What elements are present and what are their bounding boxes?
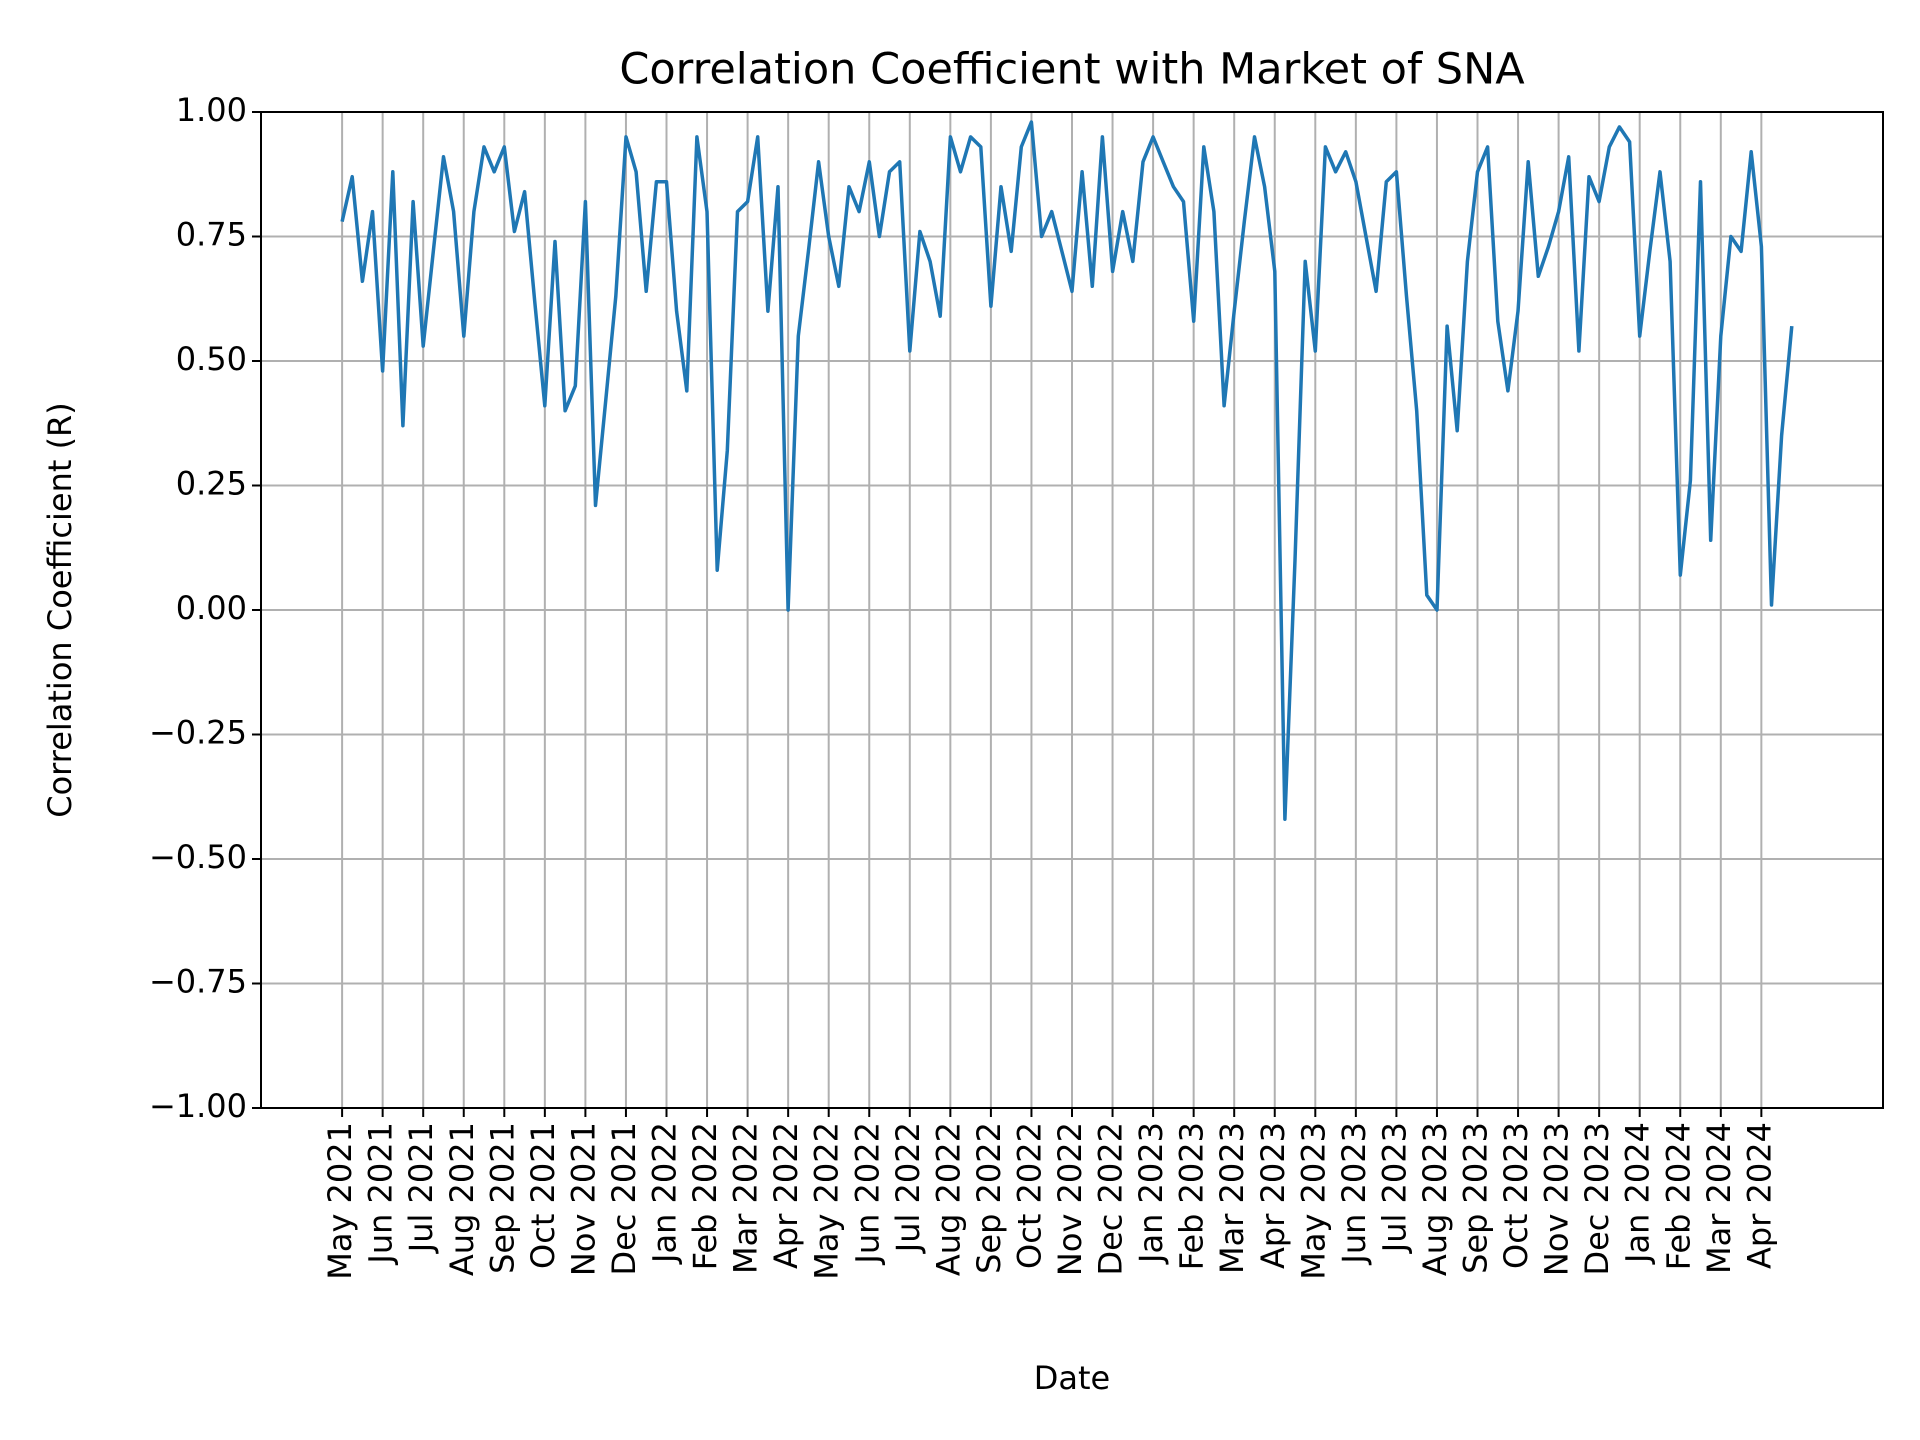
x-tick-label: Jun 2023 (1335, 1122, 1373, 1266)
x-tick-label: Nov 2023 (1538, 1122, 1576, 1276)
x-tick-label: Jan 2023 (1132, 1122, 1170, 1265)
x-tick-label: Oct 2023 (1497, 1122, 1535, 1269)
x-tick-label: Jan 2022 (646, 1122, 684, 1265)
x-tick-label: Dec 2021 (605, 1122, 643, 1276)
x-tick-label: Feb 2024 (1659, 1122, 1697, 1270)
x-tick-label: Mar 2024 (1700, 1122, 1738, 1274)
x-tick-label: Aug 2021 (443, 1122, 481, 1276)
x-axis-label: Date (1034, 1359, 1110, 1397)
x-tick-label: Jul 2022 (889, 1122, 927, 1254)
x-tick-label: Jun 2021 (362, 1122, 400, 1266)
x-tick-label: Jan 2024 (1619, 1122, 1657, 1265)
y-tick-label: −0.25 (149, 714, 247, 752)
x-tick-label: Feb 2023 (1173, 1122, 1211, 1270)
y-tick-label: 1.00 (176, 91, 247, 129)
y-tick-label: 0.50 (176, 340, 247, 378)
x-tick-label: Dec 2023 (1578, 1122, 1616, 1276)
y-tick-label: −1.00 (149, 1087, 247, 1125)
data-line (340, 120, 1794, 821)
x-tick-label: Sep 2022 (970, 1122, 1008, 1274)
x-tick-label: Aug 2022 (929, 1122, 967, 1276)
x-tick-label: May 2023 (1294, 1122, 1332, 1280)
x-tick-label: Jul 2023 (1375, 1122, 1413, 1254)
x-tick-label: Feb 2022 (686, 1122, 724, 1270)
chart-title: Correlation Coefficient with Market of S… (619, 45, 1525, 95)
plot-frame (260, 111, 1884, 1109)
y-tick-label: −0.75 (149, 963, 247, 1001)
y-tick-label: −0.50 (149, 838, 247, 876)
x-tick-label: May 2022 (808, 1122, 846, 1280)
x-tick-label: Apr 2023 (1254, 1122, 1292, 1269)
x-tick-label: Sep 2023 (1457, 1122, 1495, 1274)
x-tick-label: Mar 2022 (727, 1122, 765, 1274)
x-tick-label: Apr 2024 (1740, 1122, 1778, 1269)
x-tick-label: Oct 2022 (1010, 1122, 1048, 1269)
x-tick-label: Sep 2021 (483, 1122, 521, 1274)
y-tick-label: 0.75 (176, 216, 247, 254)
x-tick-label: Dec 2022 (1092, 1122, 1130, 1276)
x-tick-label: Mar 2023 (1213, 1122, 1251, 1274)
y-tick-label: 0.25 (176, 465, 247, 503)
y-tick-label: 0.00 (176, 589, 247, 627)
x-tick-label: Nov 2022 (1051, 1122, 1089, 1276)
x-tick-label: Jun 2022 (848, 1122, 886, 1266)
x-tick-label: Oct 2021 (524, 1122, 562, 1269)
x-tick-label: Aug 2023 (1416, 1122, 1454, 1276)
x-tick-label: Jul 2021 (402, 1122, 440, 1254)
y-axis-label: Correlation Coefficient (R) (41, 402, 79, 818)
x-tick-label: May 2021 (321, 1122, 359, 1280)
x-tick-label: Nov 2021 (564, 1122, 602, 1276)
x-tick-label: Apr 2022 (767, 1122, 805, 1269)
